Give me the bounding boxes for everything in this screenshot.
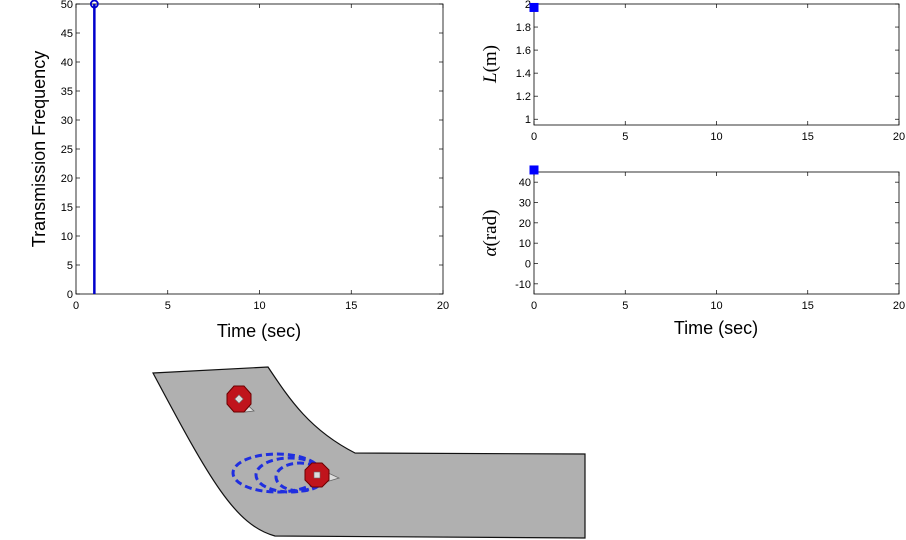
- y-tick-label: 40: [519, 177, 531, 189]
- x-tick-label: 0: [531, 300, 537, 312]
- transmission-frequency-chart: 0 5 10 15 20 25 30 35 40 45 50 0 5 10 15 20 Transmissi…: [29, 0, 449, 341]
- y-tick-label: 0: [525, 259, 531, 271]
- robot-sensor: [234, 394, 244, 404]
- y-tick-label: 5: [67, 260, 73, 272]
- x-tick-label: 20: [893, 300, 905, 312]
- x-axis-title: Time (sec): [217, 321, 301, 341]
- length-chart: 1 1.2 1.4 1.6 1.8 2 0 5 10 15 20 L(m): [480, 0, 905, 143]
- plot-frame: [533, 3, 900, 126]
- plot-frame: [75, 3, 444, 295]
- y-tick-label: 35: [61, 86, 73, 98]
- y-tick-label: 1.4: [516, 68, 531, 80]
- y-axis-title: Transmission Frequency: [29, 51, 49, 247]
- x-tick-label: 5: [622, 131, 628, 143]
- y-tick-label: 1.8: [516, 22, 531, 34]
- y-tick-label: 50: [61, 0, 73, 11]
- x-tick-label: 15: [345, 300, 357, 312]
- y-tick-label: 15: [61, 202, 73, 214]
- x-tick-label: 15: [802, 131, 814, 143]
- y-tick-label: 30: [519, 198, 531, 210]
- y-tick-label: 1.2: [516, 91, 531, 103]
- y-tick-label: -10: [515, 279, 531, 291]
- y-tick-label: 10: [519, 238, 531, 250]
- y-tick-label: 10: [61, 231, 73, 243]
- x-tick-label: 0: [73, 300, 79, 312]
- y-tick-label: 45: [61, 28, 73, 40]
- y-tick-label: 40: [61, 57, 73, 69]
- y-tick-label: 1.6: [516, 45, 531, 57]
- plot-frame: [533, 171, 900, 295]
- x-tick-label: 10: [253, 300, 265, 312]
- x-tick-label: 20: [437, 300, 449, 312]
- x-tick-label: 10: [710, 131, 722, 143]
- x-tick-label: 10: [710, 300, 722, 312]
- x-tick-label: 20: [893, 131, 905, 143]
- y-tick-label: 25: [61, 144, 73, 156]
- robot-sensor: [313, 471, 321, 479]
- robot-lower: [304, 462, 341, 488]
- x-tick-label: 5: [622, 300, 628, 312]
- x-tick-label: 5: [165, 300, 171, 312]
- data-point: [529, 165, 539, 175]
- road-surface: [152, 366, 586, 539]
- y-tick-label: 1: [525, 114, 531, 126]
- y-tick-label: 2: [525, 0, 531, 11]
- x-axis-title: Time (sec): [674, 318, 758, 338]
- y-axis-title: α(rad): [480, 210, 501, 257]
- stem-marker: [89, 0, 99, 9]
- data-point: [529, 2, 539, 12]
- y-axis-title: L(m): [480, 45, 501, 84]
- y-tick-label: 20: [519, 218, 531, 230]
- x-tick-label: 15: [802, 300, 814, 312]
- y-tick-label: 30: [61, 115, 73, 127]
- y-tick-label: 20: [61, 173, 73, 185]
- x-tick-label: 0: [531, 131, 537, 143]
- road-scene: [152, 366, 586, 539]
- robot-upper: [226, 385, 255, 413]
- y-tick-label: 0: [67, 289, 73, 301]
